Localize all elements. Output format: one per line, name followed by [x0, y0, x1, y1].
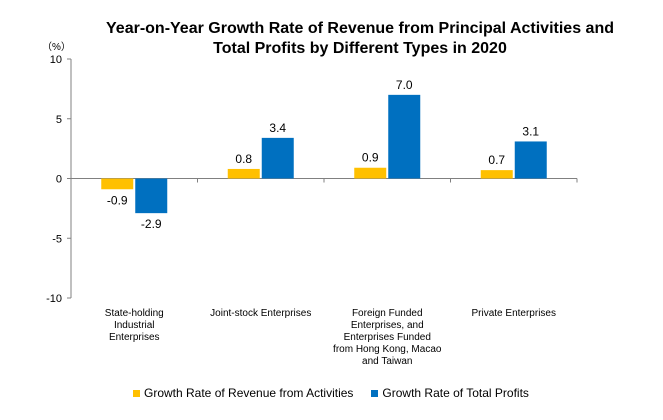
legend: Growth Rate of Revenue from Activities G…	[133, 386, 529, 400]
y-tick-label: 5	[56, 114, 62, 126]
category-label-line: Joint-stock Enterprises	[210, 308, 312, 319]
legend-label-profits: Growth Rate of Total Profits	[382, 386, 529, 400]
category-label-line: Foreign Funded	[351, 308, 423, 319]
data-label: 0.7	[488, 153, 505, 167]
bar-revenue	[101, 178, 134, 190]
category-label-line: Enterprises Funded	[343, 332, 431, 343]
data-label: -2.9	[141, 217, 162, 231]
bar-profits	[388, 94, 421, 179]
y-tick-label: -10	[46, 293, 62, 305]
bar-revenue	[227, 168, 260, 179]
category-label-line: Enterprises, and	[350, 320, 424, 331]
y-tick-label: 0	[56, 174, 62, 186]
legend-item-revenue: Growth Rate of Revenue from Activities	[133, 386, 353, 400]
category-label-line: from Hong Kong, Macao	[333, 344, 442, 355]
chart-title-line-2: Total Profits by Different Types in 2020	[213, 40, 507, 57]
category-label: Private Enterprises	[454, 308, 574, 320]
chart-title: Year-on-Year Growth Rate of Revenue from…	[60, 19, 660, 59]
legend-swatch-profits	[371, 389, 379, 397]
y-tick-label: 10	[50, 54, 62, 66]
category-label: Foreign Funded Enterprises, and Enterprise…	[327, 308, 447, 368]
chart-title-line-1: Year-on-Year Growth Rate of Revenue from…	[106, 20, 614, 37]
legend-swatch-revenue	[133, 389, 140, 397]
data-label: 3.4	[269, 121, 286, 135]
bar-revenue	[480, 170, 513, 179]
data-label: 7.0	[396, 78, 413, 92]
legend-item-profits: Growth Rate of Total Profits	[371, 386, 529, 400]
category-label: Joint-stock Enterprises	[201, 308, 321, 320]
data-label: 0.9	[362, 151, 379, 165]
category-label-line: Private Enterprises	[471, 308, 556, 319]
y-tick-label: -5	[52, 233, 62, 245]
data-label: 3.1	[522, 124, 539, 138]
data-label: -0.9	[107, 193, 128, 207]
category-label-line: and Taiwan	[362, 356, 413, 367]
category-label-line: Enterprises	[108, 332, 160, 343]
category-label-line: State-holding	[104, 308, 164, 319]
category-label-line: Industrial	[113, 320, 155, 331]
y-axis-unit-label: （%）	[42, 42, 71, 53]
data-label: 0.8	[235, 152, 252, 166]
legend-label-revenue: Growth Rate of Revenue from Activities	[144, 386, 354, 400]
bar-revenue	[354, 167, 387, 179]
bar-profits	[514, 141, 547, 179]
category-label: State-holding Industrial Enterprises	[74, 308, 194, 344]
bar-profits	[261, 137, 294, 179]
bar-profits	[135, 178, 168, 214]
